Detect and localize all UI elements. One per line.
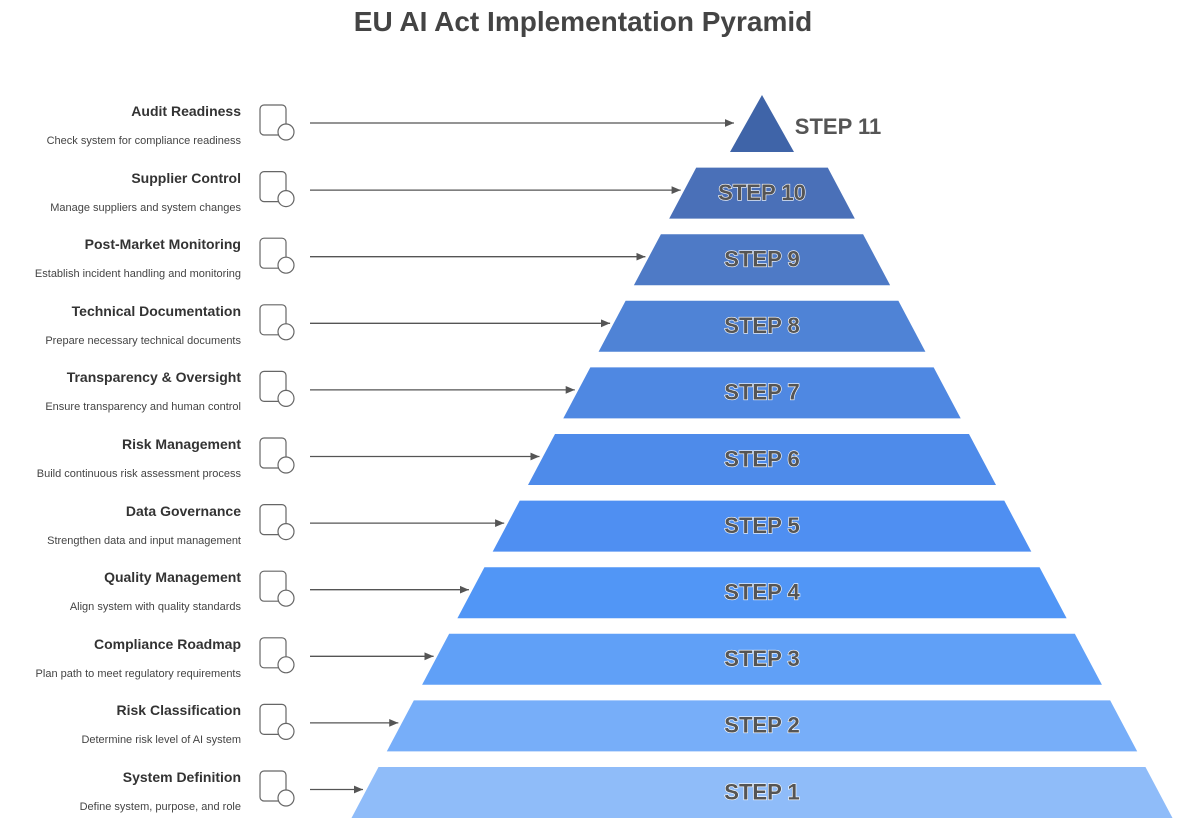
pyramid-tier [669,167,855,219]
step-description: Establish incident handling and monitori… [34,268,241,281]
step-number: STEP 11 [795,114,881,139]
pyramid-tier [492,500,1032,552]
step-description: Define system, purpose, and role [79,801,241,813]
step-number: STEP 3 [724,646,799,671]
step-number: STEP 6 [724,446,799,471]
icon [277,323,295,341]
icon [259,770,287,802]
icon [277,123,295,141]
step-description: Determine risk level of AI system [81,734,241,747]
icon [259,637,287,669]
icon [277,589,295,607]
icon [277,656,295,674]
step-label: Risk Management [121,436,241,452]
pyramid-tier [457,567,1067,619]
icon [259,504,287,536]
icon [277,522,295,541]
icon [277,789,295,807]
step-label: Data Governance [125,502,241,519]
icon [259,570,287,602]
step-label: Compliance Roadmap [93,635,241,652]
step-description: Ensure transparency and human control [45,401,241,414]
step-label: Audit Readiness [131,103,241,119]
pyramid-tier [422,633,1102,685]
step-number: STEP 7 [724,380,799,405]
icon [259,171,287,203]
icon [277,256,295,274]
icon [259,104,287,136]
step-description: Strengthen data and input management [47,534,241,547]
icon [259,370,287,402]
pyramid-tier [351,767,1173,818]
step-label: Quality Management [104,569,241,586]
icon [259,237,287,269]
pyramid-tier [598,300,926,352]
step-number: STEP 2 [724,713,799,738]
icon [259,703,287,736]
step-description: Manage suppliers and system changes [50,201,241,214]
title: EU AI Act Implementation Pyramid [353,6,813,37]
step-number: STEP 5 [724,513,799,538]
pyramid-tier [730,95,794,152]
icon [277,389,295,407]
pyramid-tier [633,234,891,286]
icon [259,437,287,469]
step-label: Technical Documentation [71,302,241,319]
icon [259,304,287,336]
step-description: Check system for compliance readiness [46,135,241,147]
step-number: STEP 1 [724,779,799,804]
icon [277,190,295,208]
step-description: Align system with quality standards [69,601,241,614]
step-description: Prepare necessary technical documents [45,334,241,347]
step-number: STEP 9 [724,247,799,272]
step-number: STEP 10 [718,180,806,205]
step-label: Transparency & Oversight [66,369,241,386]
step-label: System Definition [122,769,241,785]
step-number: STEP 8 [724,313,799,338]
step-label: Supplier Control [131,169,241,186]
step-description: Build continuous risk assessment process [36,468,241,480]
pyramid-tier [563,367,961,419]
step-description: Plan path to meet regulatory requirement… [35,667,241,680]
step-number: STEP 4 [724,580,800,605]
icon [277,456,295,474]
pyramid-tier [527,434,997,485]
pyramid-tier [386,700,1138,752]
icon [277,722,295,741]
step-label: Risk Classification [116,702,242,719]
step-label: Post-Market Monitoring [84,236,241,253]
